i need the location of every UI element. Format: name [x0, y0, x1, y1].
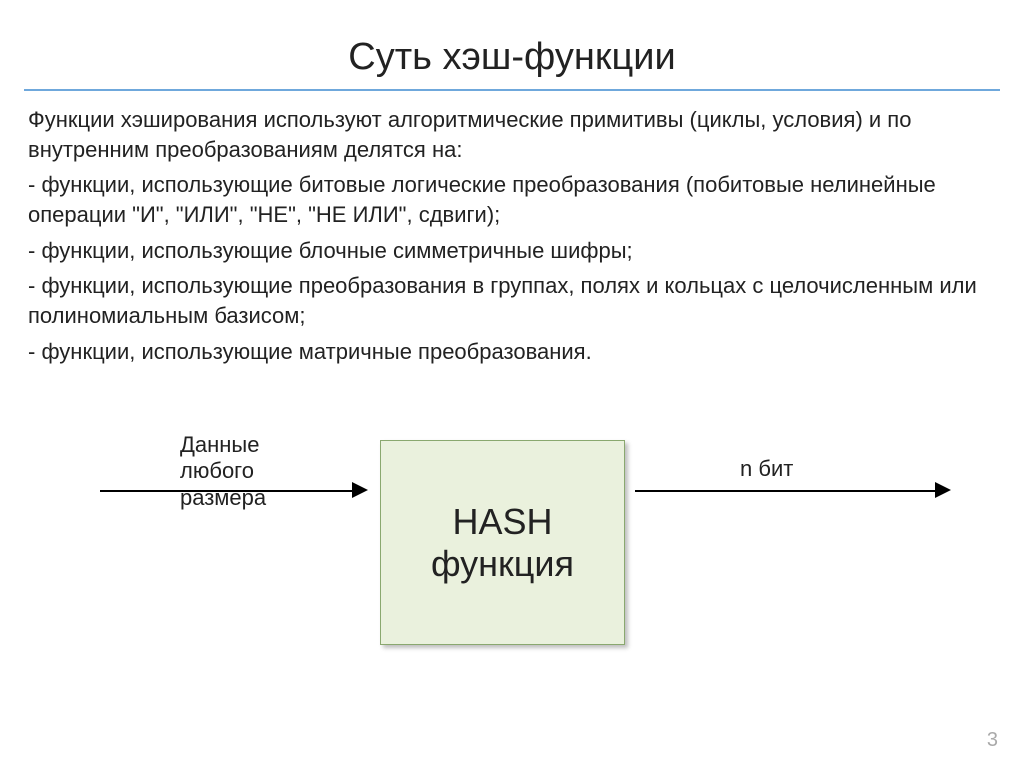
arrow-right-head-icon: [935, 482, 951, 498]
page-title: Суть хэш-функции: [0, 0, 1024, 89]
paragraph: - функции, использующие блочные симметри…: [28, 236, 996, 266]
hash-box-line: HASH: [381, 501, 624, 543]
hash-box-line: функция: [381, 543, 624, 585]
arrow-left-label-line: Данные: [180, 432, 266, 458]
paragraph: Функции хэширования используют алгоритми…: [28, 105, 996, 164]
page-number: 3: [987, 729, 998, 752]
arrow-left-label-line: размера: [180, 485, 266, 511]
arrow-right-line: [635, 490, 935, 492]
paragraph: - функции, использующие матричные преобр…: [28, 337, 996, 367]
hash-box: HASH функция: [380, 440, 625, 645]
body-text: Функции хэширования используют алгоритми…: [0, 105, 1024, 367]
arrow-left-label-line: любого: [180, 458, 266, 484]
paragraph: - функции, использующие битовые логическ…: [28, 170, 996, 229]
title-underline: [24, 89, 1000, 91]
hash-diagram: Данные любого размера HASH функция n бит: [0, 420, 1024, 680]
arrow-left-head-icon: [352, 482, 368, 498]
arrow-right-label: n бит: [740, 456, 793, 482]
arrow-left-label: Данные любого размера: [180, 432, 266, 511]
paragraph: - функции, использующие преобразования в…: [28, 271, 996, 330]
